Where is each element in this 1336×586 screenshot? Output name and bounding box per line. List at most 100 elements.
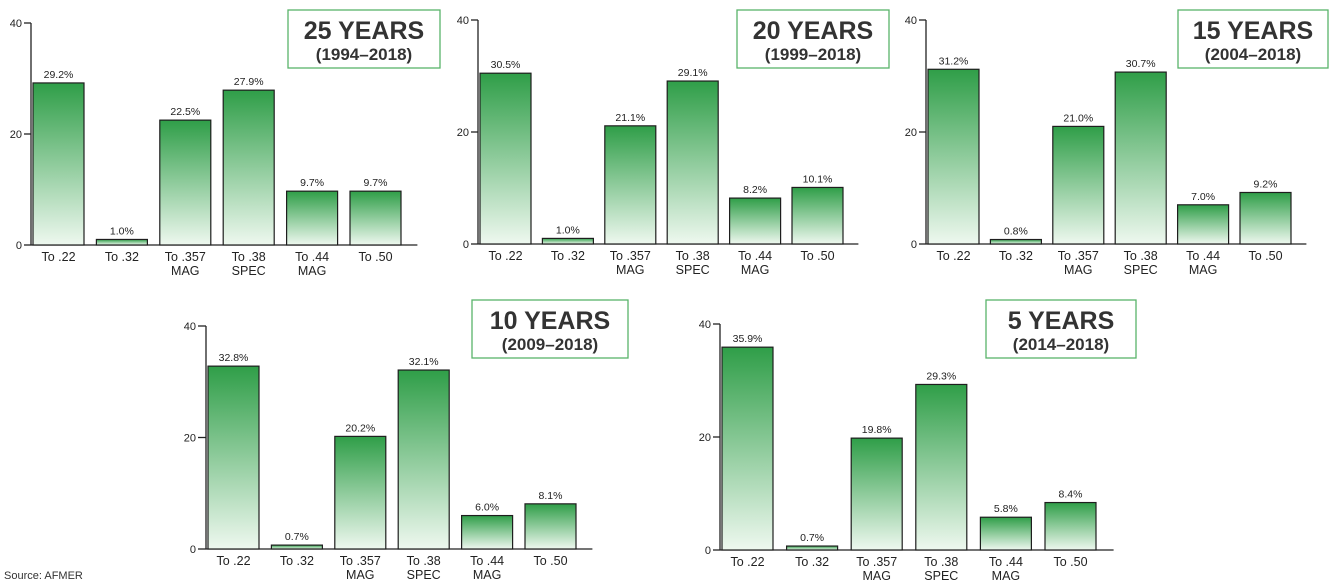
bar [222,89,275,246]
bar [979,516,1033,551]
bar [721,346,774,551]
title-box [985,299,1137,359]
data-label: 10.1% [803,173,833,185]
x-tick-label: To .50 [533,554,567,568]
bar [95,238,149,246]
x-tick-label: To .32 [105,250,139,264]
bar [785,545,839,551]
x-tick-label: SPEC [1124,263,1158,277]
data-label: 0.8% [1004,226,1028,238]
y-tick-label: 40 [10,18,22,30]
y-tick-label: 40 [184,321,196,333]
data-label: 35.9% [733,333,763,345]
data-label: 9.7% [364,177,388,189]
chart-title: 5 YEARS [1008,307,1115,335]
chart-subtitle: (2009–2018) [502,335,598,354]
bar [850,437,903,551]
chart-title: 15 YEARS [1193,17,1313,45]
data-label: 6.0% [475,502,499,514]
x-tick-label: To .357 [340,554,381,568]
data-label: 19.8% [862,424,892,436]
bar [666,80,719,245]
bar [479,72,532,245]
x-tick-label: MAG [992,569,1020,583]
x-tick-label: MAG [298,264,326,278]
x-tick-label: To .44 [738,249,772,263]
bar [541,237,595,245]
y-tick-label: 0 [911,239,917,251]
bar [989,238,1043,245]
bar [349,190,402,246]
x-tick-label: MAG [616,263,644,277]
y-tick-label: 20 [457,127,469,139]
x-tick-label: To .22 [216,554,250,568]
x-tick-label: To .357 [165,250,206,264]
data-label: 8.4% [1059,489,1083,501]
chart-subtitle: (1999–2018) [765,45,861,64]
x-tick-label: To .38 [1124,249,1158,263]
x-tick-label: MAG [171,264,199,278]
chart-title: 10 YEARS [490,307,610,335]
x-tick-label: MAG [1064,263,1092,277]
x-tick-label: To .44 [470,554,504,568]
x-tick-label: To .44 [295,250,329,264]
data-label: 7.0% [1191,191,1215,203]
title-box [1177,9,1329,69]
bar [159,119,212,246]
data-label: 30.5% [491,59,521,71]
bar [1044,501,1097,551]
y-tick-label: 20 [699,432,711,444]
bar [1239,191,1292,245]
data-label: 30.7% [1126,58,1156,70]
data-label: 32.8% [219,352,249,364]
chart-title: 20 YEARS [753,17,873,45]
data-label: 29.3% [926,370,956,382]
x-tick-label: To .32 [280,554,314,568]
x-tick-label: To .50 [358,250,392,264]
data-label: 22.5% [170,106,200,118]
bar [791,186,844,245]
bar [1052,125,1105,245]
x-tick-label: To .357 [1058,249,1099,263]
x-tick-label: To .22 [488,249,522,263]
data-label: 9.2% [1254,178,1278,190]
x-tick-label: SPEC [676,263,710,277]
x-tick-label: To .22 [41,250,75,264]
x-tick-label: To .32 [551,249,585,263]
y-tick-label: 0 [705,545,711,557]
x-tick-label: MAG [346,568,374,582]
bar [32,82,85,246]
x-tick-label: To .44 [989,555,1023,569]
y-tick-label: 20 [184,433,196,445]
data-label: 21.1% [615,112,645,124]
data-label: 20.2% [345,422,375,434]
x-tick-label: To .38 [232,250,266,264]
x-tick-label: To .50 [1053,555,1087,569]
y-tick-label: 0 [463,239,469,251]
bar [207,365,260,550]
bar [915,383,968,551]
data-label: 5.8% [994,503,1018,515]
x-tick-label: To .32 [999,249,1033,263]
data-label: 0.7% [285,531,309,543]
bar [604,125,657,245]
data-label: 1.0% [110,225,134,237]
bar [334,435,387,550]
data-label: 29.1% [678,67,708,79]
data-label: 29.2% [44,69,74,81]
data-label: 21.0% [1063,112,1093,124]
data-label: 31.2% [939,55,969,67]
bar [286,190,339,246]
x-tick-label: MAG [473,568,501,582]
x-tick-label: MAG [741,263,769,277]
y-tick-label: 40 [905,15,917,27]
x-tick-label: To .38 [924,555,958,569]
chart-subtitle: (2014–2018) [1013,335,1109,354]
x-tick-label: SPEC [924,569,958,583]
bar [397,369,450,550]
